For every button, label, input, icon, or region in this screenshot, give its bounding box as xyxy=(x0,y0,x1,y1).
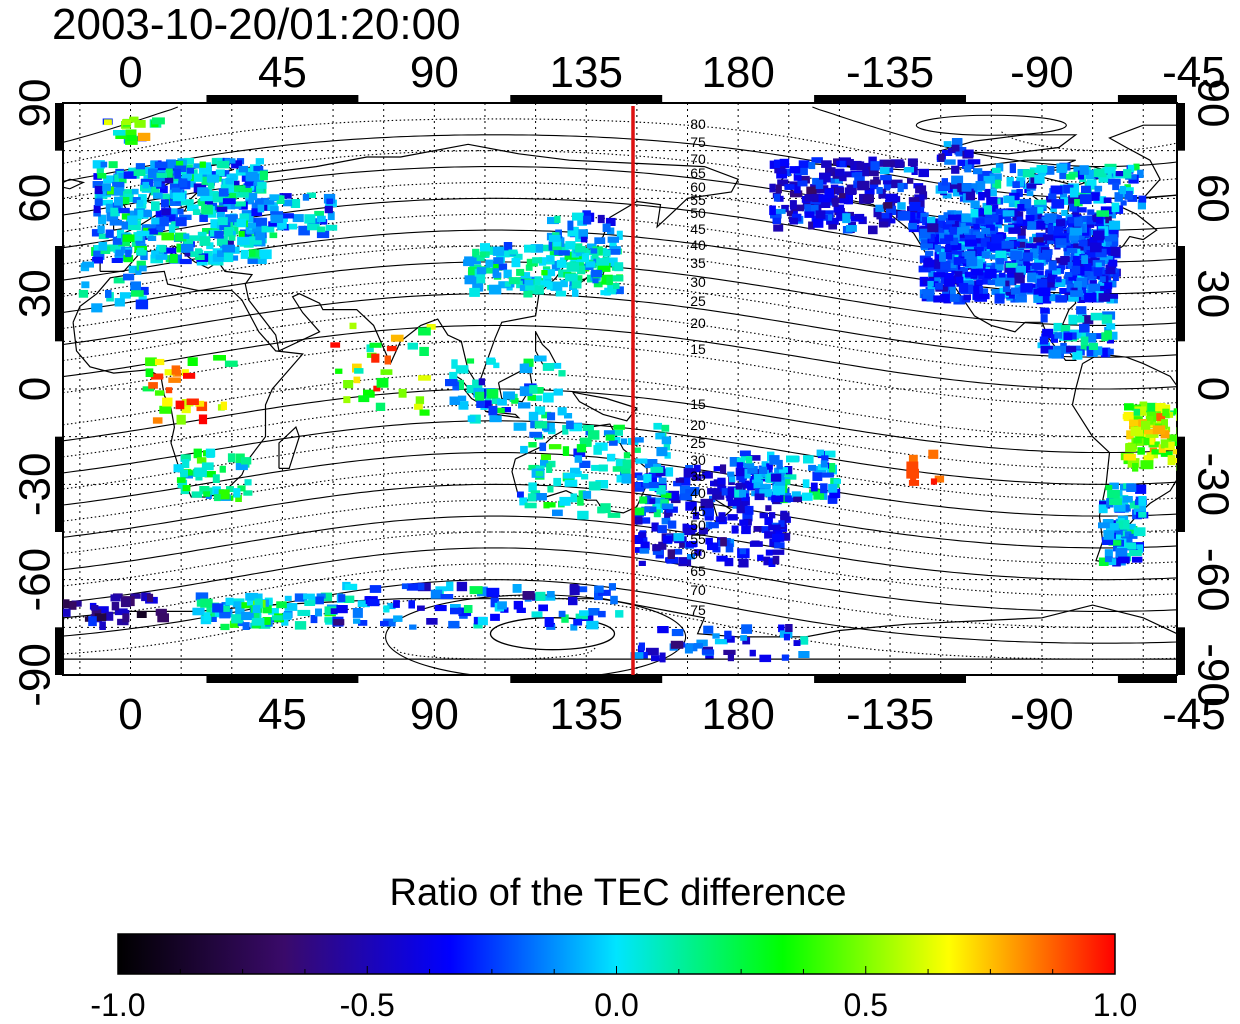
lon-tick-label-top: 135 xyxy=(550,48,623,97)
contour-label: 35 xyxy=(690,468,706,484)
contour-label: 20 xyxy=(690,417,706,433)
lon-tick-label-top: 90 xyxy=(410,48,459,97)
contour-label: 65 xyxy=(690,563,706,579)
contour-label: 25 xyxy=(690,293,706,309)
contour-label: 45 xyxy=(690,221,706,237)
figure-title: 2003-10-20/01:20:00 xyxy=(52,0,461,49)
lat-tick-label-right: 0 xyxy=(1188,377,1237,401)
contour-label: 75 xyxy=(690,602,706,618)
lon-tick-label-bottom: 45 xyxy=(258,690,307,739)
geomagnetic-contours xyxy=(63,106,1177,675)
contour-label: 80 xyxy=(690,116,706,132)
contour-label: 40 xyxy=(690,485,706,501)
lon-tick-label-top: 45 xyxy=(258,48,307,97)
lon-tick-label-bottom: -90 xyxy=(1010,690,1074,739)
lon-tick-label-bottom: 135 xyxy=(550,690,623,739)
lat-tick-label-left: -90 xyxy=(11,643,60,707)
lat-tick-label-right: -30 xyxy=(1188,453,1237,517)
contour-label: 60 xyxy=(690,546,706,562)
lat-tick-label-right: 90 xyxy=(1188,79,1237,128)
lat-tick-label-right: 60 xyxy=(1188,174,1237,223)
lon-tick-label-top: -90 xyxy=(1010,48,1074,97)
contour-labels: 8075706560555045403530252015152025303540… xyxy=(690,116,706,618)
lat-tick-label-right: -60 xyxy=(1188,548,1237,612)
contour-label: 50 xyxy=(690,517,706,533)
lat-tick-label-left: -30 xyxy=(11,453,60,517)
axis-frame-bars xyxy=(55,95,1185,683)
contour-label: 15 xyxy=(690,341,706,357)
lon-tick-label-top: 0 xyxy=(118,48,142,97)
contour-label: 15 xyxy=(690,396,706,412)
tec-data-patches xyxy=(63,116,1177,663)
contour-label: 25 xyxy=(690,435,706,451)
colorbar-title: Ratio of the TEC difference xyxy=(389,872,847,914)
lon-tick-label-bottom: 0 xyxy=(118,690,142,739)
lon-tick-label-bottom: 90 xyxy=(410,690,459,739)
contour-label: 70 xyxy=(690,151,706,167)
contour-label: 65 xyxy=(690,165,706,181)
axis-tick-labels: 0 45 90 135 180 -135 -90 -450 45 90 135 180 -135 -90-… xyxy=(11,48,1238,739)
lat-tick-label-left: 0 xyxy=(11,377,60,401)
lat-tick-label-left: 30 xyxy=(11,269,60,318)
lat-tick-label-left: 90 xyxy=(11,79,60,128)
contour-label: 30 xyxy=(690,452,706,468)
contour-label: 60 xyxy=(690,179,706,195)
contour-label: 55 xyxy=(690,192,706,208)
lat-tick-label-left: 60 xyxy=(11,174,60,223)
contour-label: 55 xyxy=(690,531,706,547)
lon-tick-label-bottom: -135 xyxy=(846,690,934,739)
lat-tick-label-right: -90 xyxy=(1188,643,1237,707)
contour-label: 30 xyxy=(690,274,706,290)
contour-label: 20 xyxy=(690,315,706,331)
lon-tick-label-bottom: 180 xyxy=(701,690,774,739)
lon-tick-label-top: -45 xyxy=(1162,48,1226,97)
contour-label: 40 xyxy=(690,237,706,253)
lat-tick-label-left: -60 xyxy=(11,548,60,612)
lon-tick-label-bottom: -45 xyxy=(1162,690,1226,739)
lon-tick-label-top: -135 xyxy=(846,48,934,97)
contour-label: 75 xyxy=(690,134,706,150)
contour-label: 35 xyxy=(690,255,706,271)
contour-label: 45 xyxy=(690,503,706,519)
lat-tick-label-right: 30 xyxy=(1188,269,1237,318)
contour-label: 50 xyxy=(690,205,706,221)
lon-tick-label-top: 180 xyxy=(701,48,774,97)
contour-label: 70 xyxy=(690,582,706,598)
